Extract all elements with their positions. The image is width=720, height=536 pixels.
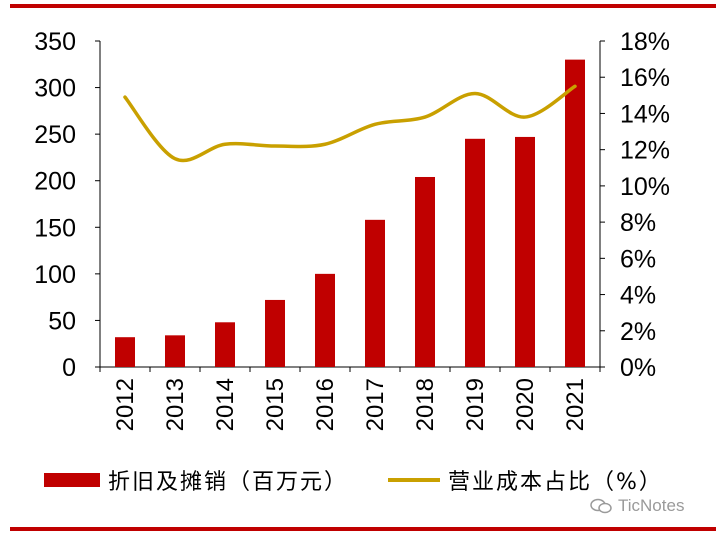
- line-point-cost-ratio: [574, 85, 576, 87]
- bar-depreciation: [415, 176, 435, 367]
- line-point-cost-ratio: [274, 145, 276, 147]
- y-left-tick-label: 350: [34, 28, 76, 56]
- y-left-tick-label: 0: [62, 354, 76, 382]
- y-right-tick-label: 8%: [620, 209, 656, 237]
- line-point-cost-ratio: [174, 158, 176, 160]
- line-point-cost-ratio: [124, 96, 126, 98]
- watermark: TicNotes: [590, 496, 684, 516]
- line-point-cost-ratio: [224, 143, 226, 145]
- line-point-cost-ratio: [324, 143, 326, 145]
- x-tick-label: 2017: [362, 378, 389, 431]
- x-tick-label: 2014: [212, 378, 239, 431]
- y-left-tick-label: 150: [34, 214, 76, 242]
- y-right-tick-label: 0%: [620, 354, 656, 382]
- y-right-tick-label: 10%: [620, 173, 670, 201]
- legend: 折旧及摊销（百万元） 营业成本占比（%）: [0, 464, 720, 496]
- x-tick-label: 2019: [462, 378, 489, 431]
- line-point-cost-ratio: [374, 123, 376, 125]
- x-tick-label: 2018: [412, 378, 439, 431]
- line-point-cost-ratio: [474, 93, 476, 95]
- y-left-tick-label: 200: [34, 168, 76, 196]
- y-left-tick-label: 300: [34, 75, 76, 103]
- bar-depreciation: [115, 337, 135, 367]
- bar-depreciation: [165, 335, 185, 367]
- y-right-tick-label: 6%: [620, 245, 656, 273]
- chart-svg: 0 50 100 150 200 250 300 350 0% 2% 4% 6% 8% 10% 12% 14%…: [34, 28, 670, 431]
- y-right-tick-label: 16%: [620, 64, 670, 92]
- bottom-rule: [10, 527, 716, 531]
- x-tick-label: 2012: [112, 378, 139, 431]
- legend-item-line: 营业成本占比（%）: [388, 464, 663, 496]
- bar-depreciation: [215, 322, 235, 367]
- line-cost-ratio: [123, 84, 577, 163]
- legend-line-label: 营业成本占比（%）: [448, 470, 663, 495]
- legend-bar-label: 折旧及摊销（百万元）: [108, 470, 349, 495]
- top-rule: [10, 4, 716, 8]
- bar-depreciation: [565, 59, 585, 367]
- x-tick-label: 2013: [162, 378, 189, 431]
- bar-depreciation: [315, 273, 335, 367]
- wechat-icon: [590, 498, 612, 514]
- legend-item-bar: 折旧及摊销（百万元）: [44, 464, 348, 496]
- x-tick-label: 2015: [262, 378, 289, 431]
- y-right-tick-label: 14%: [620, 100, 670, 128]
- y-right-tick-label: 12%: [620, 137, 670, 165]
- line-point-cost-ratio: [424, 116, 426, 118]
- y-left-tick-label: 250: [34, 121, 76, 149]
- x-tick-label: 2016: [312, 378, 339, 431]
- y-right-tick-label: 18%: [620, 28, 670, 56]
- watermark-text: TicNotes: [618, 496, 685, 515]
- legend-line-swatch: [388, 478, 440, 482]
- y-right-tick-label: 4%: [620, 282, 656, 310]
- x-tick-label: 2021: [562, 378, 589, 431]
- legend-bar-swatch: [44, 473, 100, 487]
- bar-depreciation: [515, 136, 535, 367]
- bar-depreciation: [265, 299, 285, 367]
- y-right-tick-label: 2%: [620, 318, 656, 346]
- line-point-cost-ratio: [524, 116, 526, 118]
- bar-depreciation: [365, 219, 385, 367]
- y-left-tick-label: 50: [48, 307, 76, 335]
- y-left-tick-label: 100: [34, 261, 76, 289]
- bar-depreciation: [465, 138, 485, 367]
- x-tick-label: 2020: [512, 378, 539, 431]
